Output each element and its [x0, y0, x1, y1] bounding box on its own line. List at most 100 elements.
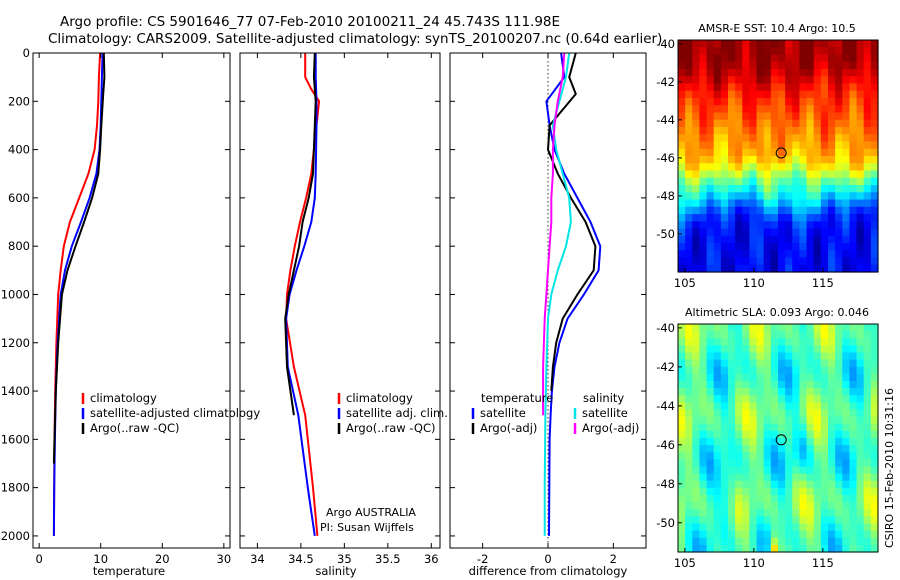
sst-map-cell [870, 170, 879, 179]
sst-map-cell [756, 163, 765, 172]
sla-map-cell [713, 381, 722, 389]
sst-map-cell [849, 112, 858, 121]
sst-map-cell [813, 148, 822, 157]
sst-map-cell [756, 192, 765, 201]
sla-map-cell [863, 509, 872, 517]
sst-map-cell [806, 192, 815, 201]
sst-map-cell [792, 76, 801, 85]
sst-map-cell [713, 156, 722, 164]
sst-map-cell [692, 243, 701, 251]
depth-tick-label: 1800 [1, 481, 30, 495]
sla-map-cell [742, 537, 751, 546]
sla-map-cell [685, 495, 693, 503]
sla-map-cell [713, 345, 722, 354]
sla-map-cell [785, 352, 793, 361]
sst-map-cell [763, 257, 772, 266]
sst-map-cell [763, 206, 772, 215]
sst-map-cell [770, 54, 779, 63]
sla-map-cell [706, 473, 715, 482]
sla-map-cell [828, 388, 836, 396]
sst-map-cell [806, 61, 815, 70]
sst-map-cell [763, 61, 772, 70]
sla-map-cell [863, 324, 872, 332]
sla-map-cell [763, 409, 772, 418]
sla-map-cell [849, 452, 858, 460]
sla-map-cell [835, 338, 843, 346]
sst-map-cell [856, 156, 865, 164]
sst-map-cell [763, 105, 772, 114]
sla-map-cell [756, 523, 765, 532]
sst-map-cell [763, 250, 772, 259]
sla-map-cell [806, 373, 815, 382]
sst-map-cell [863, 76, 872, 85]
sst-map-cell [778, 163, 786, 172]
sla-map-cell [735, 423, 743, 432]
sst-map-cell [835, 98, 843, 106]
sst-map-cell [863, 69, 872, 77]
sla-map-cell [799, 416, 808, 425]
sla-map-cell [756, 338, 765, 346]
sst-map-cell [799, 214, 808, 222]
sla-map-cell [706, 423, 715, 432]
sst-map-cell [735, 112, 743, 121]
sla-map-cell [842, 480, 851, 489]
sst-map-cell [828, 76, 836, 85]
sla-map-cell [699, 473, 708, 482]
sst-map-cell [742, 61, 751, 70]
sla-map-cell [735, 331, 743, 339]
timestamp-label: CSIRO 15-Feb-2010 10:31:16 [883, 388, 896, 548]
sst-map-cell [835, 243, 843, 251]
sla-map-cell [713, 395, 722, 403]
sst-map-cell [699, 141, 708, 150]
sla-map-cell [713, 445, 722, 453]
salinity-xlabel: salinity [315, 564, 356, 578]
sst-map-cell [778, 170, 786, 179]
sla-map-cell [863, 459, 872, 468]
sla-map-cell [742, 430, 751, 439]
sla-map-cell [828, 445, 836, 453]
sst-map-cell [856, 264, 865, 273]
sla-map-cell [742, 495, 751, 503]
sst-map-cell [749, 235, 758, 244]
sst-map-cell [799, 148, 808, 157]
sla-map-cell [699, 359, 708, 368]
sla-map-cell [720, 423, 729, 432]
sla-map-cell [799, 359, 808, 368]
sst-map-cell [785, 177, 793, 186]
sst-map-cell [685, 235, 693, 244]
sla-map-cell [742, 516, 751, 525]
sst-map-cell [735, 40, 743, 48]
sla-map-cell [820, 466, 829, 475]
sst-map-cell [828, 228, 836, 237]
sla-map-cell [685, 544, 693, 553]
sla-map-cell [842, 466, 851, 475]
sst-map-cell [735, 250, 743, 259]
sst-map-cell [699, 206, 708, 215]
sst-map-cell [692, 185, 701, 193]
salinity-legend-label: satellite adj. clim. [346, 406, 448, 420]
sst-map-cell [720, 127, 729, 135]
sla-map-cell [692, 338, 701, 346]
sst-map-cell [678, 54, 686, 63]
sst-map-cell [720, 148, 729, 157]
sla-map-cell [692, 544, 701, 553]
sst-map-cell [828, 141, 836, 150]
sst-map-cell [756, 119, 765, 128]
sst-map-cell [870, 148, 879, 157]
sla-map-cell [685, 423, 693, 432]
sst-map-cell [720, 228, 729, 237]
sla-map-cell [735, 416, 743, 425]
sst-map-cell [770, 76, 779, 85]
sst-map-cell [749, 250, 758, 259]
sla-map-cell [756, 345, 765, 354]
sst-map-cell [678, 228, 686, 237]
sla-map-cell [785, 438, 793, 446]
sla-map-cell [806, 423, 815, 432]
sla-map-cell [785, 381, 793, 389]
sla-map-cell [678, 409, 686, 418]
sst-map-cell [678, 61, 686, 70]
sst-map-cell [813, 228, 822, 237]
sla-map-cell [849, 530, 858, 539]
sst-map-cell [849, 54, 858, 63]
sst-map-cell [842, 134, 851, 143]
